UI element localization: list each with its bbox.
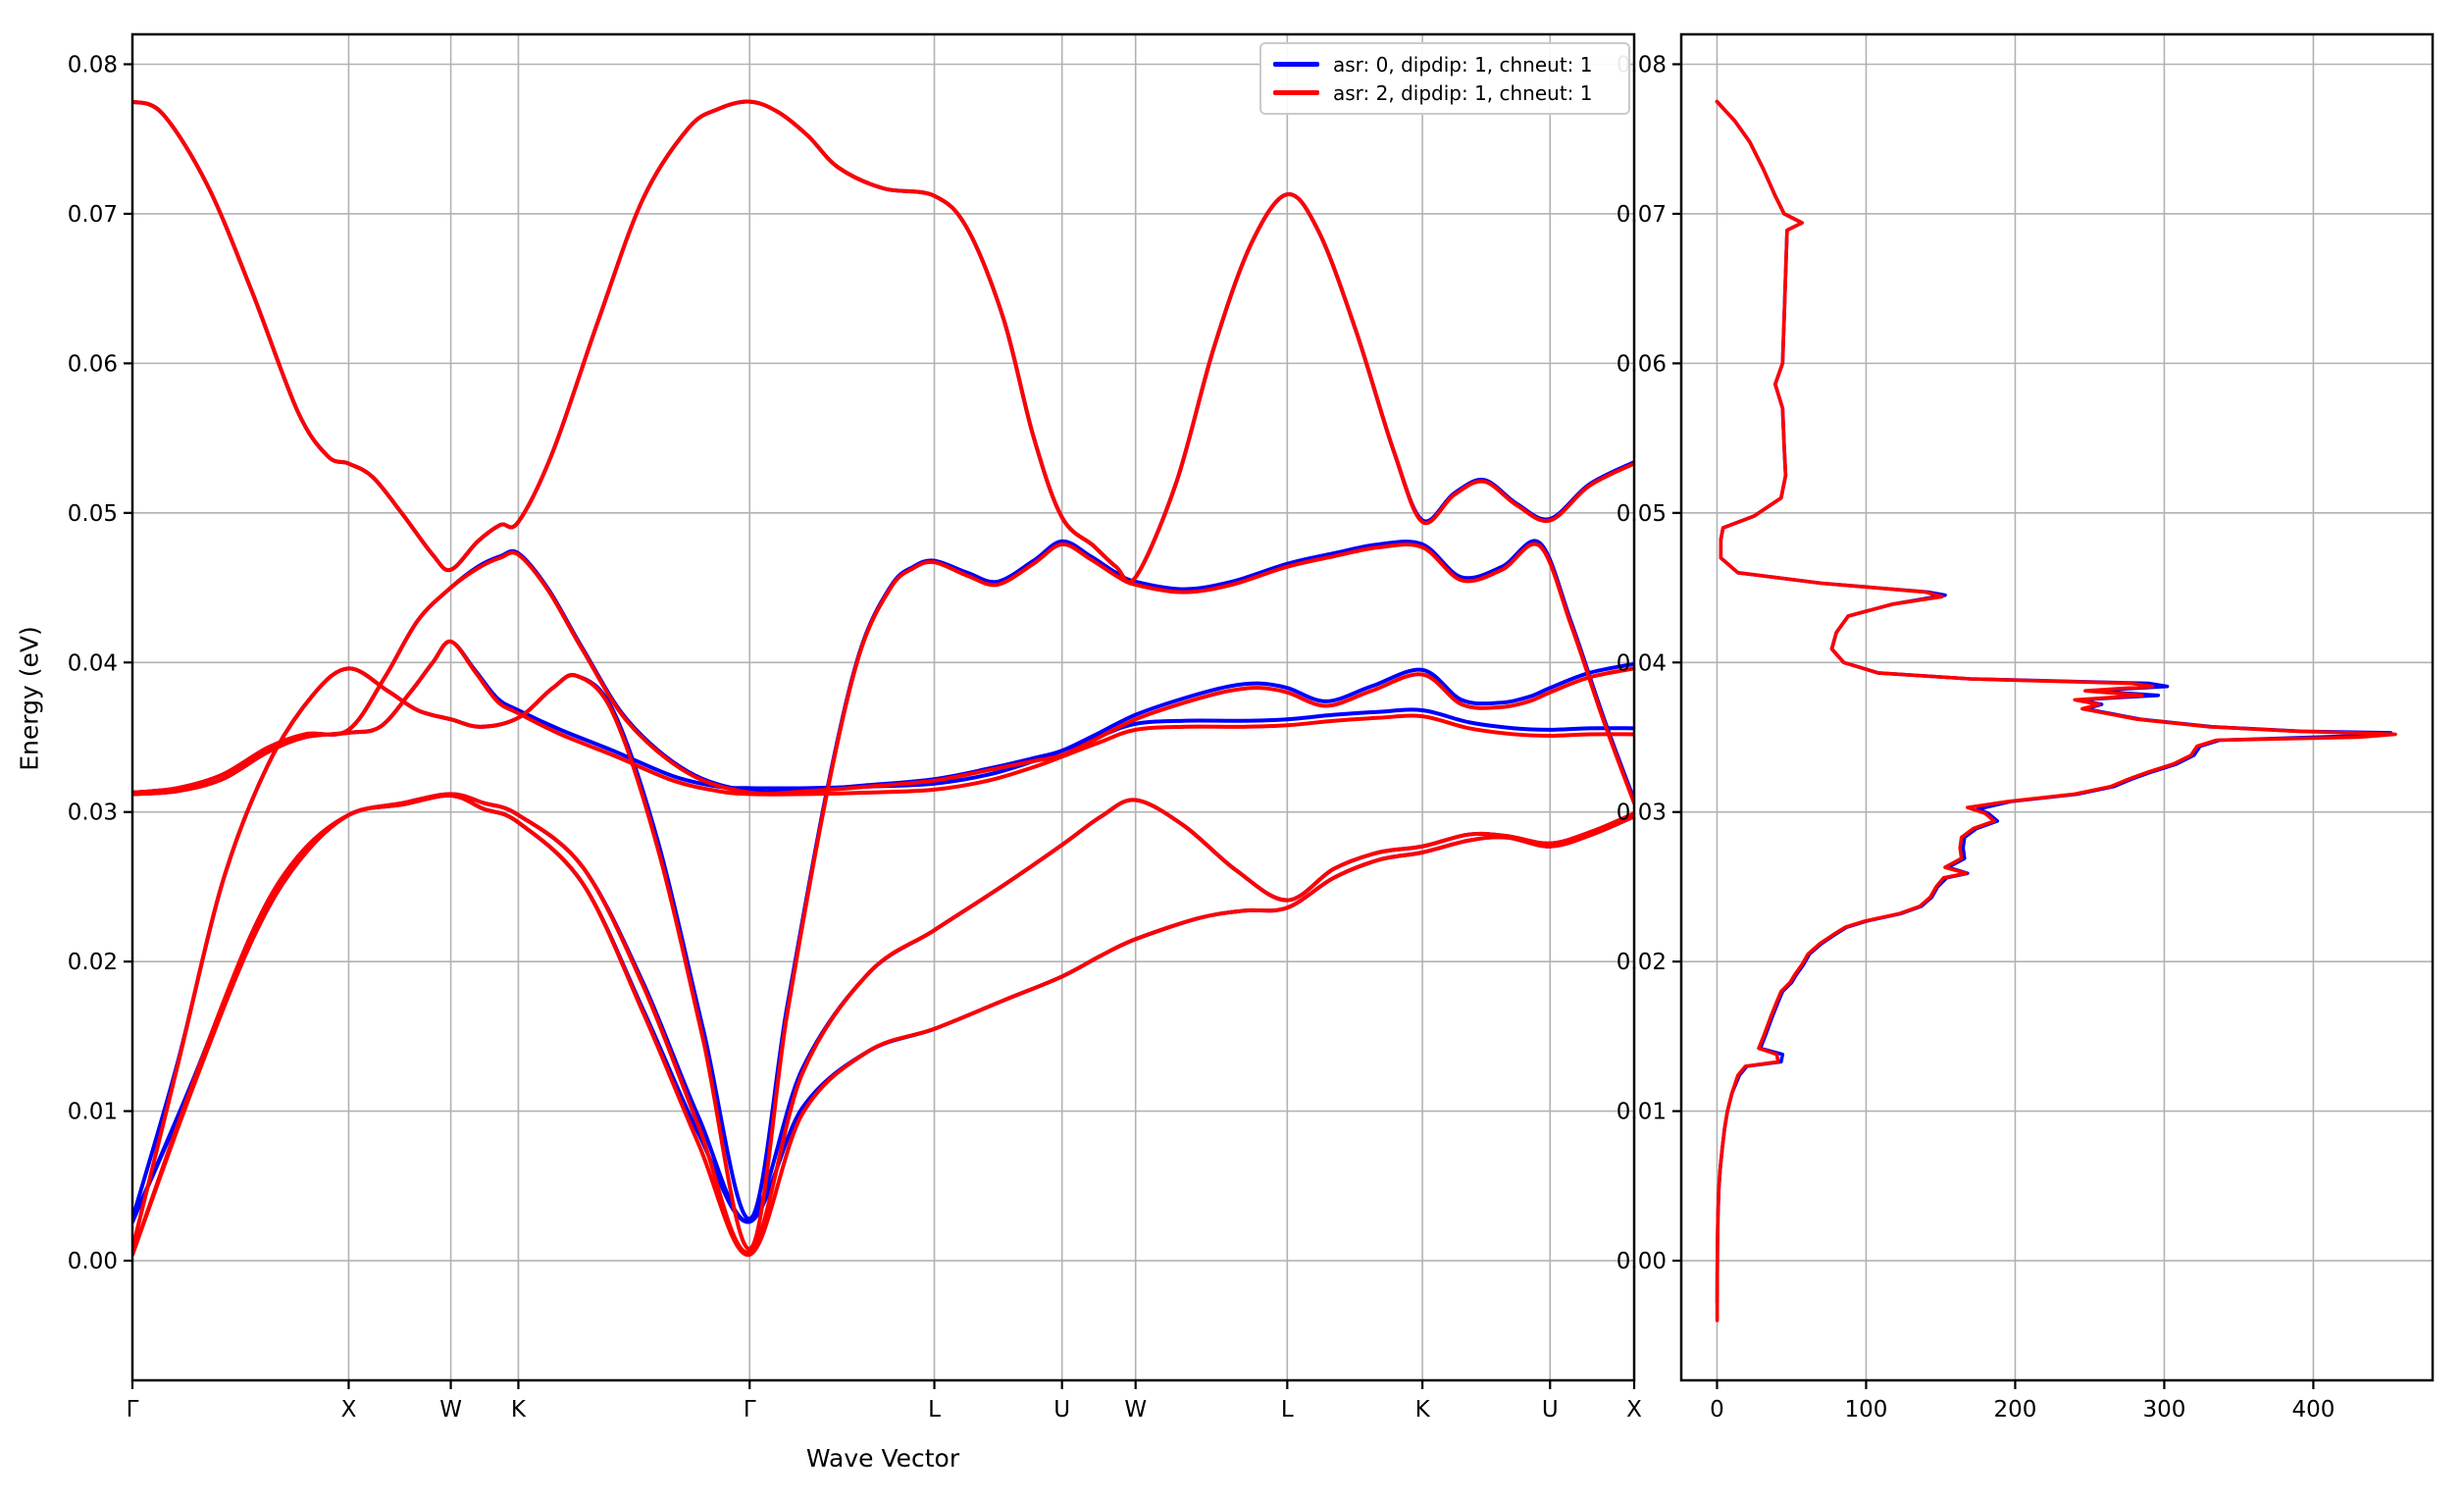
band-curve — [132, 99, 1634, 585]
y-tick-label: 0.06 — [1617, 351, 1667, 377]
x-tick-label: W — [439, 1397, 462, 1423]
band-curve — [132, 793, 1634, 1257]
axes-spine — [130, 32, 1636, 1382]
x-axis-label: Wave Vector — [805, 1444, 960, 1473]
band-panel: 0.00 0.01 0.02 0.03 0.04 0.05 0.06 0.07 0.08 Γ X W K… — [68, 32, 1642, 1423]
tick-labels: 0.00 0.01 0.02 0.03 0.04 0.05 0.06 0.07 0.08 Γ X W K… — [68, 52, 1642, 1423]
band-curve — [132, 542, 1634, 1251]
y-tick-label: 0.05 — [68, 501, 118, 527]
x-tick-label: U — [1053, 1397, 1070, 1423]
x-tick-label: K — [1415, 1397, 1431, 1423]
band-curve — [132, 639, 1634, 797]
y-tick-label: 0.00 — [1617, 1249, 1667, 1274]
legend-label: asr: 2, dipdip: 1, chneut: 1 — [1333, 80, 1593, 105]
y-tick-label: 0.08 — [68, 52, 118, 78]
y-tick-label: 0.04 — [68, 650, 118, 676]
band-curve — [132, 550, 1634, 797]
x-tick-label: X — [341, 1397, 357, 1423]
x-tick-label: 300 — [2142, 1397, 2185, 1423]
gridlines — [131, 34, 1635, 1380]
x-tick-label: U — [1542, 1397, 1559, 1423]
dos-curve-red — [1715, 99, 2397, 1322]
band-curve — [132, 793, 1634, 1224]
band-curve — [132, 792, 1634, 1224]
x-tick-label: L — [1281, 1397, 1294, 1423]
y-tick-label: 0.07 — [68, 202, 118, 228]
y-tick-label: 0.00 — [68, 1249, 118, 1274]
x-tick-label: X — [1626, 1397, 1642, 1423]
x-tick-label: 200 — [1993, 1397, 2036, 1423]
legend-line-sample-blue — [1273, 62, 1319, 67]
tick-marks — [124, 63, 1636, 1389]
y-tick-label: 0.04 — [1617, 650, 1667, 676]
x-tick-label: W — [1124, 1397, 1147, 1423]
legend-entry-asr0: asr: 0, dipdip: 1, chneut: 1 — [1273, 50, 1618, 78]
axes-spine — [1679, 32, 2435, 1382]
y-tick-label: 0.03 — [68, 801, 118, 826]
band-curve — [132, 792, 1634, 1257]
y-tick-label: 0.03 — [1617, 801, 1667, 826]
y-tick-label: 0.01 — [68, 1100, 118, 1125]
dos-panel: 0.000.010.020.030.040.050.060.070.080 100… — [1617, 32, 2435, 1423]
y-axis-label: Energy (eV) — [15, 626, 44, 771]
legend-entry-asr2: asr: 2, dipdip: 1, chneut: 1 — [1273, 78, 1618, 107]
y-tick-label: 0.02 — [1617, 950, 1667, 975]
x-tick-label: L — [928, 1397, 941, 1423]
x-tick-label: 0 — [1710, 1397, 1724, 1423]
y-tick-label: 0.07 — [1617, 202, 1667, 228]
band-curve — [132, 99, 1634, 585]
y-tick-label: 0.01 — [1617, 1100, 1667, 1125]
x-tick-label: 400 — [2291, 1397, 2335, 1423]
y-tick-label: 0.05 — [1617, 501, 1667, 527]
legend-label: asr: 0, dipdip: 1, chneut: 1 — [1333, 52, 1593, 77]
y-tick-label: 0.02 — [68, 950, 118, 975]
tick-labels: 0.000.010.020.030.040.050.060.070.080 100… — [1617, 52, 2336, 1423]
x-tick-label: Γ — [744, 1397, 756, 1423]
tick-marks — [1672, 63, 2315, 1389]
gridlines — [1681, 34, 2433, 1380]
x-tick-label: K — [511, 1397, 527, 1423]
band-curves-red — [132, 99, 1634, 1257]
x-tick-label: Γ — [127, 1397, 139, 1423]
x-tick-label: 100 — [1845, 1397, 1888, 1423]
legend: asr: 0, dipdip: 1, chneut: 1 asr: 2, dip… — [1259, 42, 1630, 115]
legend-line-sample-red — [1273, 90, 1319, 95]
y-tick-label: 0.06 — [68, 351, 118, 377]
band-curve — [132, 539, 1634, 1221]
dos-curve-blue — [1715, 99, 2393, 1305]
